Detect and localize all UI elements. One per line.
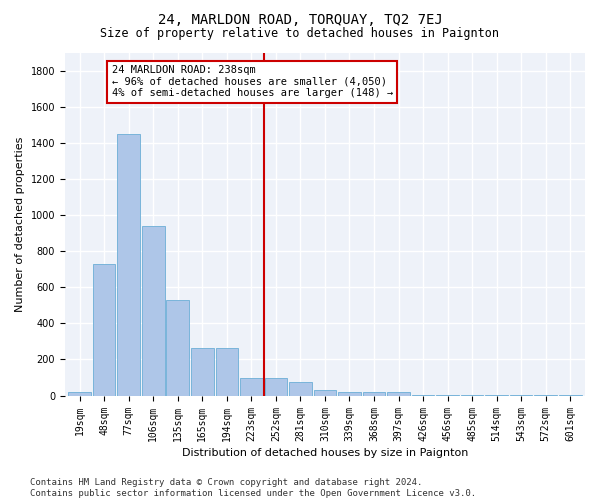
Bar	[510, 394, 532, 396]
Bar	[559, 394, 581, 396]
Bar	[436, 394, 459, 396]
Bar	[118, 134, 140, 396]
Bar	[289, 382, 312, 396]
Bar	[387, 392, 410, 396]
Bar	[191, 348, 214, 396]
Bar	[412, 394, 434, 396]
Text: 24 MARLDON ROAD: 238sqm
← 96% of detached houses are smaller (4,050)
4% of semi-: 24 MARLDON ROAD: 238sqm ← 96% of detache…	[112, 65, 393, 98]
Bar	[363, 392, 385, 396]
Bar	[215, 348, 238, 396]
Bar	[240, 378, 263, 396]
Bar	[142, 226, 164, 396]
Text: Size of property relative to detached houses in Paignton: Size of property relative to detached ho…	[101, 28, 499, 40]
Bar	[68, 392, 91, 396]
Bar	[93, 264, 115, 396]
Bar	[314, 390, 336, 396]
Bar	[485, 394, 508, 396]
Bar	[338, 392, 361, 396]
X-axis label: Distribution of detached houses by size in Paignton: Distribution of detached houses by size …	[182, 448, 468, 458]
Bar	[166, 300, 189, 396]
Y-axis label: Number of detached properties: Number of detached properties	[15, 136, 25, 312]
Bar	[461, 394, 484, 396]
Text: 24, MARLDON ROAD, TORQUAY, TQ2 7EJ: 24, MARLDON ROAD, TORQUAY, TQ2 7EJ	[158, 12, 442, 26]
Bar	[265, 378, 287, 396]
Bar	[535, 394, 557, 396]
Text: Contains HM Land Registry data © Crown copyright and database right 2024.
Contai: Contains HM Land Registry data © Crown c…	[30, 478, 476, 498]
